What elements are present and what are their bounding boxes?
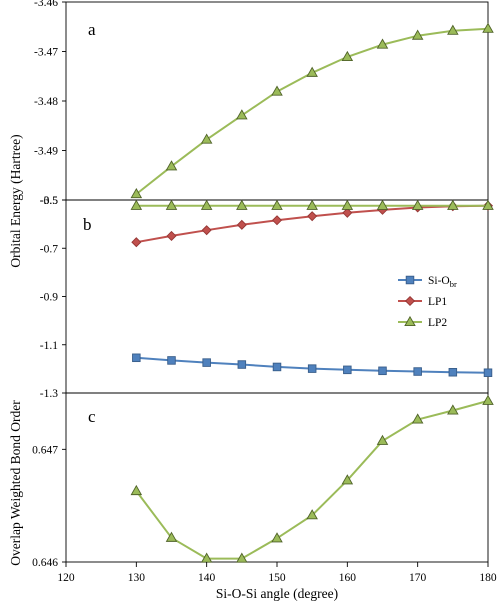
data-point-LP2-b (130, 199, 143, 210)
y-tick-label-b: -1.3 (40, 388, 58, 400)
panel-c: 0.646 0.647 (32, 392, 494, 569)
y-tick-label-a: -3.5 (40, 195, 58, 207)
data-point-SiObr-b (343, 365, 352, 375)
data-point-LP2-a (411, 29, 424, 40)
data-point-LP2-c (341, 474, 354, 485)
x-tick-label: 120 (57, 572, 75, 584)
data-point-SiObr-b (413, 367, 422, 376)
data-point-LP2-a (447, 24, 459, 35)
y-tick-label-b: -0.5 (40, 195, 58, 207)
data-point-LP2-b (411, 199, 424, 210)
data-point-LP2-c (130, 484, 143, 496)
data-point-LP2-b (165, 199, 178, 210)
data-point-LP2-a (200, 133, 213, 144)
legend-marker-SiObr (405, 275, 415, 285)
data-point-SiObr-b (202, 358, 211, 367)
data-point-SiObr-b (307, 364, 317, 373)
data-point-SiObr-b (483, 368, 493, 377)
data-point-LP2-c (482, 394, 494, 405)
y-tick-label-a: -3.46 (34, 0, 58, 9)
data-point-LP2-a (130, 187, 143, 199)
legend-marker-LP1 (404, 295, 416, 307)
data-point-LP1-b (271, 215, 283, 226)
data-point-LP2-b (271, 199, 283, 210)
data-point-LP2-a (271, 85, 283, 96)
data-point-LP2-c (236, 552, 248, 563)
data-point-SiObr-b (378, 366, 387, 376)
x-tick-label: 150 (268, 572, 286, 584)
x-tick-label: 170 (409, 572, 427, 584)
data-point-LP2-a (306, 66, 318, 77)
panel-b-letter: b (83, 215, 92, 234)
data-point-LP2-a (341, 50, 354, 61)
series-line-LP2-c (135, 399, 489, 560)
x-axis-title: Si-O-Si angle (degree) (216, 586, 338, 601)
data-point-LP1-b (236, 219, 247, 230)
data-point-SiObr-b (132, 353, 141, 363)
data-point-LP1-b (166, 230, 177, 241)
panel-a-letter: a (88, 20, 96, 39)
data-point-LP2-b (482, 199, 494, 210)
panel-c-letter: c (88, 407, 96, 426)
y-tick-label-b: -1.1 (40, 340, 58, 352)
y-tick-label-a: -3.48 (34, 96, 58, 108)
data-point-LP2-b (236, 199, 248, 210)
x-tick-label: 130 (128, 572, 146, 584)
data-point-LP2-c (411, 413, 424, 424)
x-axis: 120 130 140 150 160 170 180 (57, 562, 497, 584)
data-point-LP2-b (200, 199, 213, 210)
panel-a: -3.5 -3.49 -3.48 -3.47 -3.46 (34, 0, 494, 207)
data-point-LP2-b (341, 199, 354, 210)
data-point-SiObr-b (448, 368, 458, 377)
data-point-LP2-a (236, 109, 248, 120)
y-tick-label-b: -0.9 (40, 292, 58, 304)
panel-b: -1.3 -1.1 -0.9 -0.7 -0.5 (40, 195, 494, 400)
x-tick-label: 140 (198, 572, 216, 584)
y-tick-label-a: -3.47 (34, 47, 58, 59)
data-point-SiObr-b (272, 362, 282, 372)
legend-label-subscript: br (450, 279, 457, 289)
legend: Si-Obr LP1 LP2 (398, 275, 457, 329)
y-tick-label-c: 0.647 (32, 444, 58, 456)
x-tick-label: 180 (479, 572, 497, 584)
data-point-LP2-c (447, 404, 459, 415)
series-line-LP2-a (135, 27, 489, 195)
data-point-LP2-c (306, 509, 318, 520)
x-tick-label: 160 (339, 572, 357, 584)
legend-marker-LP2 (404, 315, 416, 327)
y-tick-label-a: -3.49 (34, 146, 58, 158)
data-point-LP2-c (376, 434, 389, 445)
data-point-LP2-a (376, 38, 389, 49)
plot-frame-a (65, 1, 489, 201)
data-point-LP2-c (165, 531, 178, 542)
data-point-SiObr-b (167, 356, 176, 365)
data-point-LP2-a (165, 160, 178, 171)
y-axis-title-energy: Orbital Energy (Hartree) (8, 134, 23, 267)
data-point-SiObr-b (237, 360, 247, 369)
data-point-LP1-b (131, 237, 142, 248)
legend-label-LP2: LP2 (428, 317, 447, 329)
data-point-LP2-a (482, 22, 494, 33)
data-point-LP1-b (201, 225, 212, 236)
y-axis-title-bond: Overlap Weighted Bond Order (8, 400, 23, 566)
panels-layer: -3.5 -3.49 -3.48 -3.47 -3.46 -1.3 -1.1 -0.9 -0.7… (32, 0, 494, 569)
data-point-LP1-b (342, 207, 353, 218)
data-point-LP1-b (307, 211, 318, 222)
data-point-LP2-b (306, 199, 318, 210)
y-tick-label-c: 0.646 (32, 557, 58, 569)
data-point-LP2-c (271, 532, 283, 543)
y-tick-label-b: -0.7 (40, 243, 58, 255)
legend-label-LP1: LP1 (428, 296, 447, 308)
legend-label-SiObr: Si-Obr (428, 275, 457, 289)
data-point-LP2-b (376, 199, 389, 210)
data-point-LP2-b (447, 199, 459, 210)
